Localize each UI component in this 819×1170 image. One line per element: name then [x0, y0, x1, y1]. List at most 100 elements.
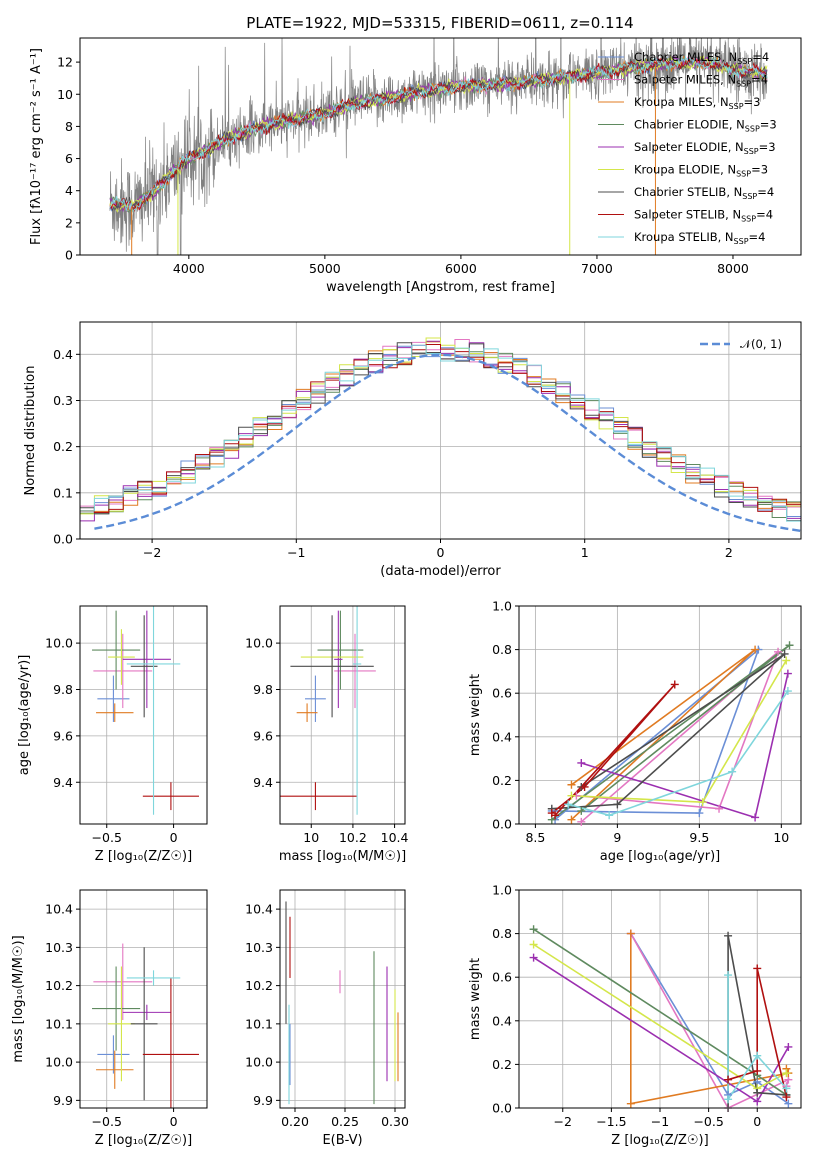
weight-marker [724, 931, 733, 940]
weight-series-line [630, 933, 790, 1105]
legend-subscript: SSP [742, 192, 757, 201]
legend-value: =3 [751, 163, 768, 177]
legend-label: Chabrier MILES, NSSP=4 [634, 50, 769, 66]
weight-marker [567, 815, 576, 824]
y-axis-label: mass [log₁₀(M/M☉)] [11, 935, 26, 1062]
figure-title: PLATE=1922, MJD=53315, FIBERID=0611, z=0… [246, 14, 633, 32]
y-tick-label: 0.4 [492, 729, 512, 744]
y-axis-label: Normed distribution [23, 366, 38, 496]
y-tick-label: 0.0 [53, 532, 73, 547]
normal-curve [94, 353, 801, 533]
x-tick-label: 8.5 [525, 830, 545, 845]
panel-mass_vs_EBV: 0.20 0.25 0.30 9.9 10.0 10.1 10.2 10.3 10.4 E(B-V… [245, 889, 409, 1148]
y-tick-label: 10.2 [245, 978, 273, 993]
weight-marker [551, 811, 560, 820]
histogram-step [80, 337, 801, 515]
plot-area [280, 606, 376, 815]
x-tick-label: −1 [651, 1114, 669, 1129]
weight-marker [670, 680, 679, 689]
x-axis-label: E(B-V) [322, 1133, 362, 1148]
weight-marker [580, 782, 589, 791]
weight-marker [784, 1042, 793, 1051]
y-tick-label: 10.4 [45, 902, 73, 917]
weight-marker [774, 647, 783, 656]
legend-label: Chabrier STELIB, NSSP=4 [634, 185, 774, 201]
weight-marker [567, 791, 576, 800]
legend-subscript: SSP [741, 215, 756, 224]
weight-series-line [551, 683, 676, 816]
panels-group: 4000 5000 6000 7000 8000024681012wavelength … [11, 37, 802, 1148]
x-axis-label: mass [log₁₀(M/M☉)] [279, 849, 406, 864]
legend-label: Salpeter MILES, NSSP=4 [634, 73, 768, 89]
y-tick-label: 10.0 [245, 1055, 273, 1070]
weight-marker [724, 1104, 733, 1112]
histogram-step [80, 344, 801, 522]
y-tick-label: 6 [65, 151, 73, 166]
y-tick-label: 10.2 [45, 978, 73, 993]
x-tick-label: 0 [753, 1114, 761, 1129]
weight-series-line [551, 653, 786, 810]
weight-marker [782, 1084, 791, 1093]
plot-area [92, 943, 199, 1108]
y-axis-label: age [log₁₀(age/yr)] [17, 655, 32, 776]
y-tick-label: 0.0 [492, 1101, 512, 1116]
x-tick-label: 9 [613, 830, 621, 845]
weight-marker [698, 798, 707, 807]
weight-series-line [551, 647, 761, 821]
weight-marker [753, 1097, 762, 1106]
weight-marker [724, 971, 733, 980]
legend-value: =4 [749, 230, 766, 244]
x-axis-label: Z [log₁₀(Z/Z☉)] [95, 1133, 192, 1148]
y-tick-label: 0.3 [53, 393, 73, 408]
weight-marker [783, 687, 792, 696]
weight-marker [784, 1099, 793, 1108]
legend-value: =3 [759, 140, 776, 154]
axes-frame [279, 889, 406, 1109]
y-tick-label: 1.0 [492, 599, 512, 614]
axes-frame [79, 889, 208, 1109]
weight-marker [613, 800, 622, 809]
legend-value: =4 [757, 185, 774, 199]
y-axis-label: Flux [fλ10⁻¹⁷ erg cm⁻² s⁻¹ A⁻¹] [29, 48, 44, 245]
weight-marker [753, 1088, 762, 1097]
y-tick-label: 9.9 [253, 1093, 273, 1108]
y-tick-label: 0.0 [492, 817, 512, 832]
x-tick-label: 4000 [173, 261, 205, 276]
x-tick-label: 0.30 [381, 1114, 409, 1129]
model-spectrum-line [109, 57, 768, 212]
axes-frame [79, 37, 802, 256]
y-tick-label: 0.8 [492, 926, 512, 941]
y-tick-label: 0.1 [53, 485, 73, 500]
x-tick-label: 6000 [445, 261, 477, 276]
weight-marker [782, 656, 791, 665]
y-tick-label: 0.4 [53, 347, 73, 362]
legend-label: Salpeter STELIB, NSSP=4 [634, 208, 773, 224]
weight-marker [753, 1051, 762, 1060]
weight-marker [753, 1066, 762, 1075]
x-tick-label: −1 [287, 545, 305, 560]
weight-series-line [567, 690, 789, 817]
y-tick-label: 10.4 [245, 902, 273, 917]
x-axis-label: (data-model)/error [380, 564, 501, 579]
y-tick-label: 10.0 [245, 636, 273, 651]
y-tick-label: 0.6 [492, 686, 512, 701]
plot-area [80, 337, 801, 533]
y-tick-label: 2 [65, 215, 73, 230]
legend-subscript: SSP [736, 170, 751, 179]
x-axis-label: Z [log₁₀(Z/Z☉)] [95, 849, 192, 864]
panel-spectrum: 4000 5000 6000 7000 8000 0 2 4 6 8 10 12 wavelength … [29, 37, 802, 295]
legend-value: =4 [752, 50, 769, 64]
plot-area [109, 38, 768, 255]
weight-marker [529, 953, 538, 962]
axes-frame [518, 605, 802, 825]
x-tick-label: 10.2 [339, 830, 367, 845]
y-tick-label: 10.1 [45, 1016, 73, 1031]
x-tick-label: −1.5 [596, 1114, 626, 1129]
weight-marker [782, 1069, 791, 1078]
y-tick-label: 0 [65, 248, 73, 263]
legend-value: =3 [744, 95, 761, 109]
weight-marker [753, 964, 762, 973]
legend-label: Kroupa MILES, NSSP=3 [634, 95, 760, 111]
x-tick-label: 0 [170, 830, 178, 845]
legend-subscript: SSP [734, 237, 749, 246]
